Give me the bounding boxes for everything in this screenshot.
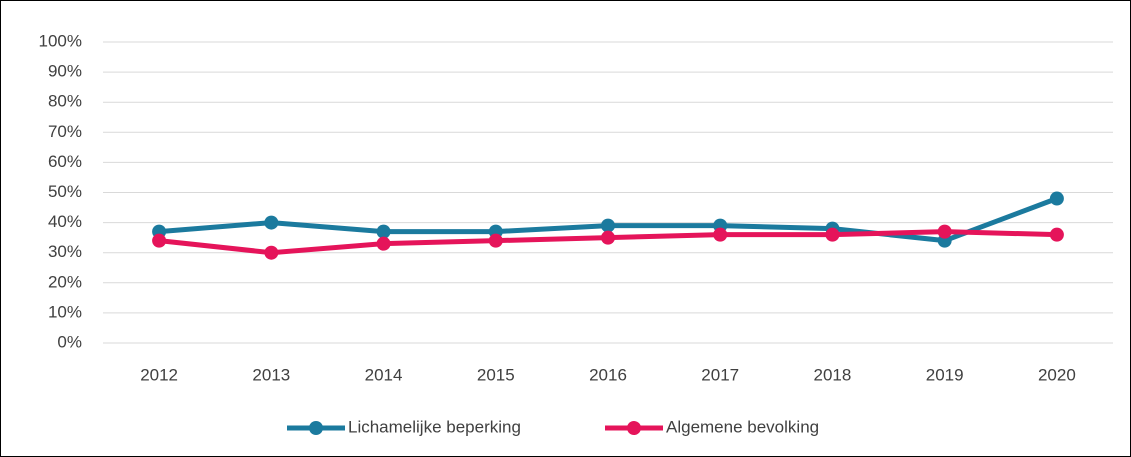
data-point (601, 218, 615, 233)
y-tick-label: 100% (39, 31, 82, 50)
data-point (713, 227, 728, 242)
data-point (601, 230, 615, 245)
y-tick-label: 50% (48, 182, 82, 201)
data-point (488, 233, 503, 248)
y-tick-label: 60% (48, 152, 82, 171)
y-tick-label: 80% (48, 92, 82, 111)
data-point (1049, 227, 1064, 242)
x-tick-label: 2016 (589, 365, 627, 384)
data-point (825, 227, 840, 242)
x-tick-label: 2020 (1038, 365, 1076, 384)
data-point (376, 236, 391, 251)
data-point (264, 215, 279, 230)
data-point (264, 245, 279, 260)
y-tick-label: 40% (48, 212, 82, 231)
y-tick-label: 70% (48, 122, 82, 141)
y-tick-label: 90% (48, 62, 82, 81)
y-tick-label: 20% (48, 272, 82, 291)
y-tick-label: 10% (48, 302, 82, 321)
x-tick-label: 2019 (926, 365, 964, 384)
data-point (1049, 191, 1064, 206)
legend-label: Algemene bevolking (666, 417, 819, 436)
data-point (376, 224, 391, 239)
x-tick-label: 2013 (252, 365, 290, 384)
legend-marker (309, 421, 323, 435)
data-point (937, 224, 952, 239)
x-tick-label: 2012 (140, 365, 178, 384)
legend-marker (627, 421, 641, 435)
legend-label: Lichamelijke beperking (348, 417, 521, 436)
data-point (152, 233, 167, 248)
x-tick-label: 2018 (814, 365, 852, 384)
y-tick-label: 30% (48, 242, 82, 261)
y-tick-label: 0% (57, 332, 82, 351)
x-tick-label: 2014 (365, 365, 403, 384)
x-tick-label: 2017 (701, 365, 739, 384)
x-tick-label: 2015 (477, 365, 515, 384)
